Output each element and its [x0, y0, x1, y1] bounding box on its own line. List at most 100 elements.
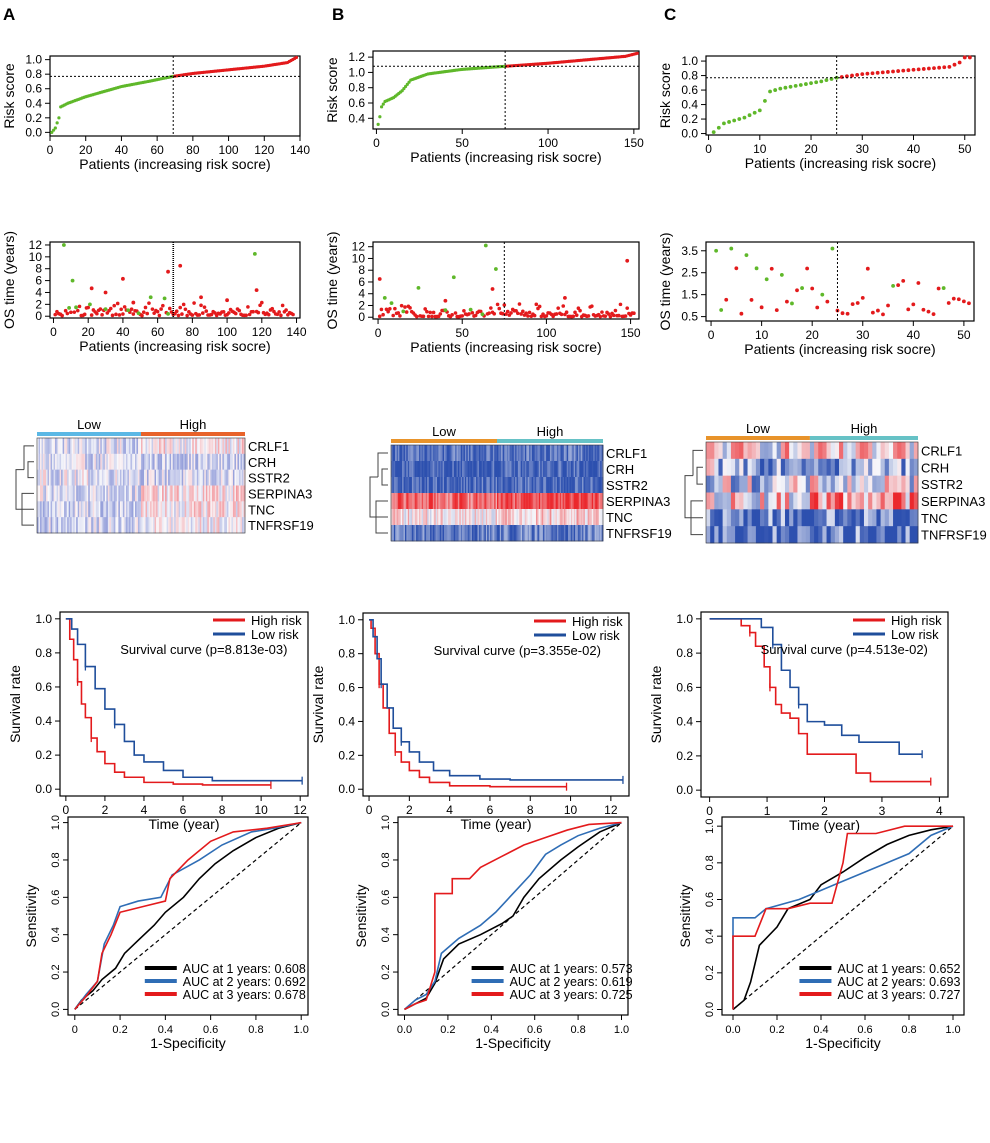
heatmap-cell [147, 517, 149, 534]
heatmap-cell [88, 469, 91, 486]
heatmap-cell [220, 453, 223, 471]
heatmap-cell [62, 517, 65, 534]
heatmap-cell [157, 469, 160, 486]
heatmap-cell [79, 469, 82, 486]
heatmap-cell [772, 475, 778, 493]
heatmap-cell [74, 501, 77, 518]
heatmap-cell [851, 458, 857, 477]
dendrogram [684, 449, 703, 536]
heatmap-cell [434, 477, 437, 494]
heatmap-cell [541, 493, 544, 510]
heatmap-cell [551, 525, 554, 542]
heatmap-cell [235, 485, 238, 502]
heatmap-cell [855, 442, 861, 460]
heatmap-cell [801, 475, 807, 493]
heatmap-cell [764, 526, 769, 544]
heatmap-cell [68, 438, 71, 455]
heatmap-cell [579, 477, 582, 494]
heatmap-cell [714, 442, 719, 460]
heatmap-cell [199, 485, 202, 502]
heatmap-cell [863, 458, 869, 477]
heatmap-cell [232, 453, 235, 471]
heatmap-cell [449, 525, 452, 542]
gene-label: CRLF1 [248, 439, 289, 454]
heatmap-cell [583, 445, 586, 462]
heatmap-cell [438, 445, 441, 462]
heatmap-cell [494, 525, 497, 542]
heatmap-cell [438, 493, 441, 510]
os-point-high [398, 314, 402, 318]
heatmap-cell [103, 453, 106, 471]
risk-ytick-label: 1.0 [25, 53, 42, 67]
heatmap-cell [106, 517, 109, 534]
heatmap-cell [537, 493, 540, 510]
heatmap-cell [437, 477, 439, 494]
heatmap-cell [450, 477, 453, 494]
heatmap-cell [237, 438, 240, 455]
heatmap-cell [431, 493, 434, 510]
heatmap-cell [797, 458, 803, 477]
os-point-high [404, 310, 409, 314]
os-point-high [266, 312, 271, 317]
heatmap-cell [229, 453, 232, 471]
heatmap-cell [100, 469, 103, 486]
heatmap-cell [413, 493, 416, 510]
heatmap-cell [466, 461, 469, 478]
heatmap-cell [478, 509, 481, 526]
heatmap-cell [471, 477, 474, 494]
heatmap-cell [71, 517, 74, 534]
heatmap-cell [809, 509, 815, 527]
heatmap-cell [425, 509, 428, 526]
heatmap-cell [565, 525, 568, 542]
heatmap-cell [470, 493, 473, 510]
heatmap-cell [174, 453, 177, 471]
heatmap-cell [100, 517, 103, 534]
heatmap-cell [463, 477, 466, 494]
heatmap-cell [195, 438, 198, 455]
heatmap-cell [395, 509, 397, 526]
os-point-high [386, 309, 390, 314]
heatmap-cell [109, 517, 112, 534]
heatmap-cell [556, 477, 559, 494]
os-point-low [451, 275, 456, 280]
column-a: A0 20 40 60 80 100 120 1400.00.20.40.60.81.0Pat… [1, 5, 314, 1051]
heatmap-cell [805, 458, 811, 477]
heatmap-cell [71, 485, 74, 502]
heatmap-cell [739, 458, 744, 477]
heatmap-cell [37, 485, 39, 502]
heatmap-cell [425, 525, 428, 542]
heatmap-cell [220, 485, 223, 502]
heatmap-cell [445, 509, 448, 526]
heatmap-cell [593, 477, 596, 494]
heatmap-cell [418, 509, 421, 526]
heatmap-cell [435, 477, 438, 494]
heatmap-cell [469, 477, 471, 494]
heatmap-cell [536, 509, 538, 526]
os-xtick-label: 80 [186, 325, 200, 339]
heatmap-cell [187, 469, 190, 486]
heatmap-cell [876, 509, 881, 527]
heatmap-cell [466, 493, 469, 510]
heatmap-cell [531, 509, 534, 526]
heatmap-cell [487, 525, 490, 542]
heatmap-cell [492, 477, 495, 494]
heatmap-cell [424, 525, 427, 542]
heatmap-cell [210, 485, 213, 502]
roc-xtick-label: 1.0 [614, 1024, 629, 1036]
heatmap-cell [151, 453, 154, 471]
heatmap-cell [128, 438, 131, 455]
heatmap-cell [147, 453, 149, 471]
heatmap-cell [166, 485, 169, 502]
heatmap-cell [44, 501, 47, 518]
os-point-high [180, 312, 184, 316]
heatmap-cell [154, 438, 157, 455]
heatmap-cell [74, 517, 77, 534]
heatmap-cell [125, 485, 128, 502]
heatmap-cell [68, 469, 71, 486]
heatmap-cell [101, 438, 104, 455]
os-point-high [906, 307, 911, 312]
heatmap-cell [797, 475, 803, 493]
heatmap-cell [576, 509, 579, 526]
heatmap-cell [494, 509, 497, 526]
